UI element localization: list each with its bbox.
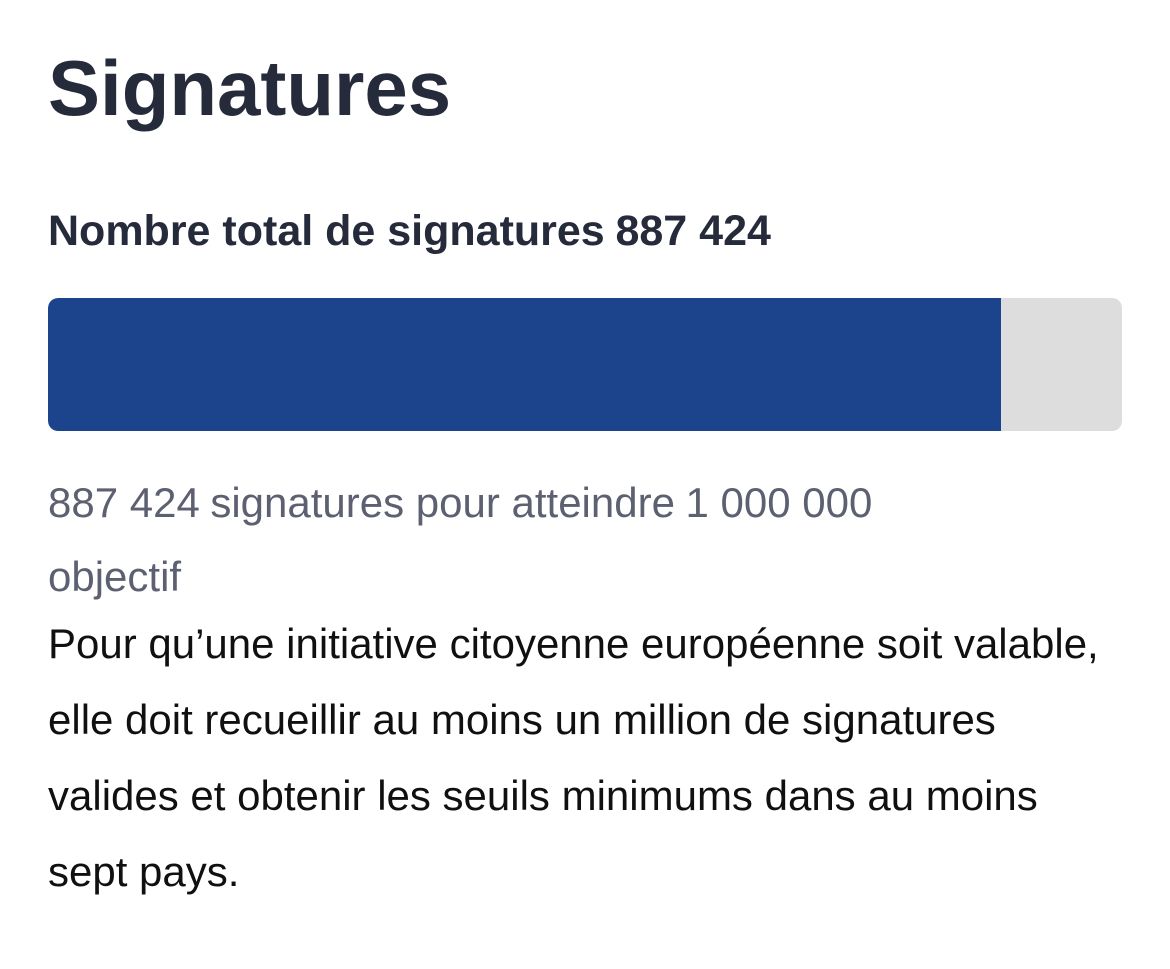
goal-suffix: objectif bbox=[48, 553, 182, 600]
validity-info-text: Pour qu’une initiative citoyenne europée… bbox=[48, 620, 1099, 895]
goal-middle-text: signatures pour atteindre bbox=[210, 479, 675, 526]
goal-text: 887 424 signatures pour atteindre 1 000 00… bbox=[48, 466, 1048, 614]
page-title: Signatures bbox=[48, 44, 452, 132]
goal-target-value: 1 000 000 bbox=[685, 479, 873, 526]
goal-current-count: 887 424 bbox=[48, 479, 200, 526]
signatures-progress-bar bbox=[48, 298, 1122, 431]
total-signatures-value: 887 424 bbox=[615, 207, 771, 255]
signatures-progress-fill bbox=[48, 298, 1002, 431]
total-signatures-line: Nombre total de signatures 887 424 bbox=[48, 206, 771, 258]
total-signatures-label: Nombre total de signatures bbox=[48, 207, 605, 255]
